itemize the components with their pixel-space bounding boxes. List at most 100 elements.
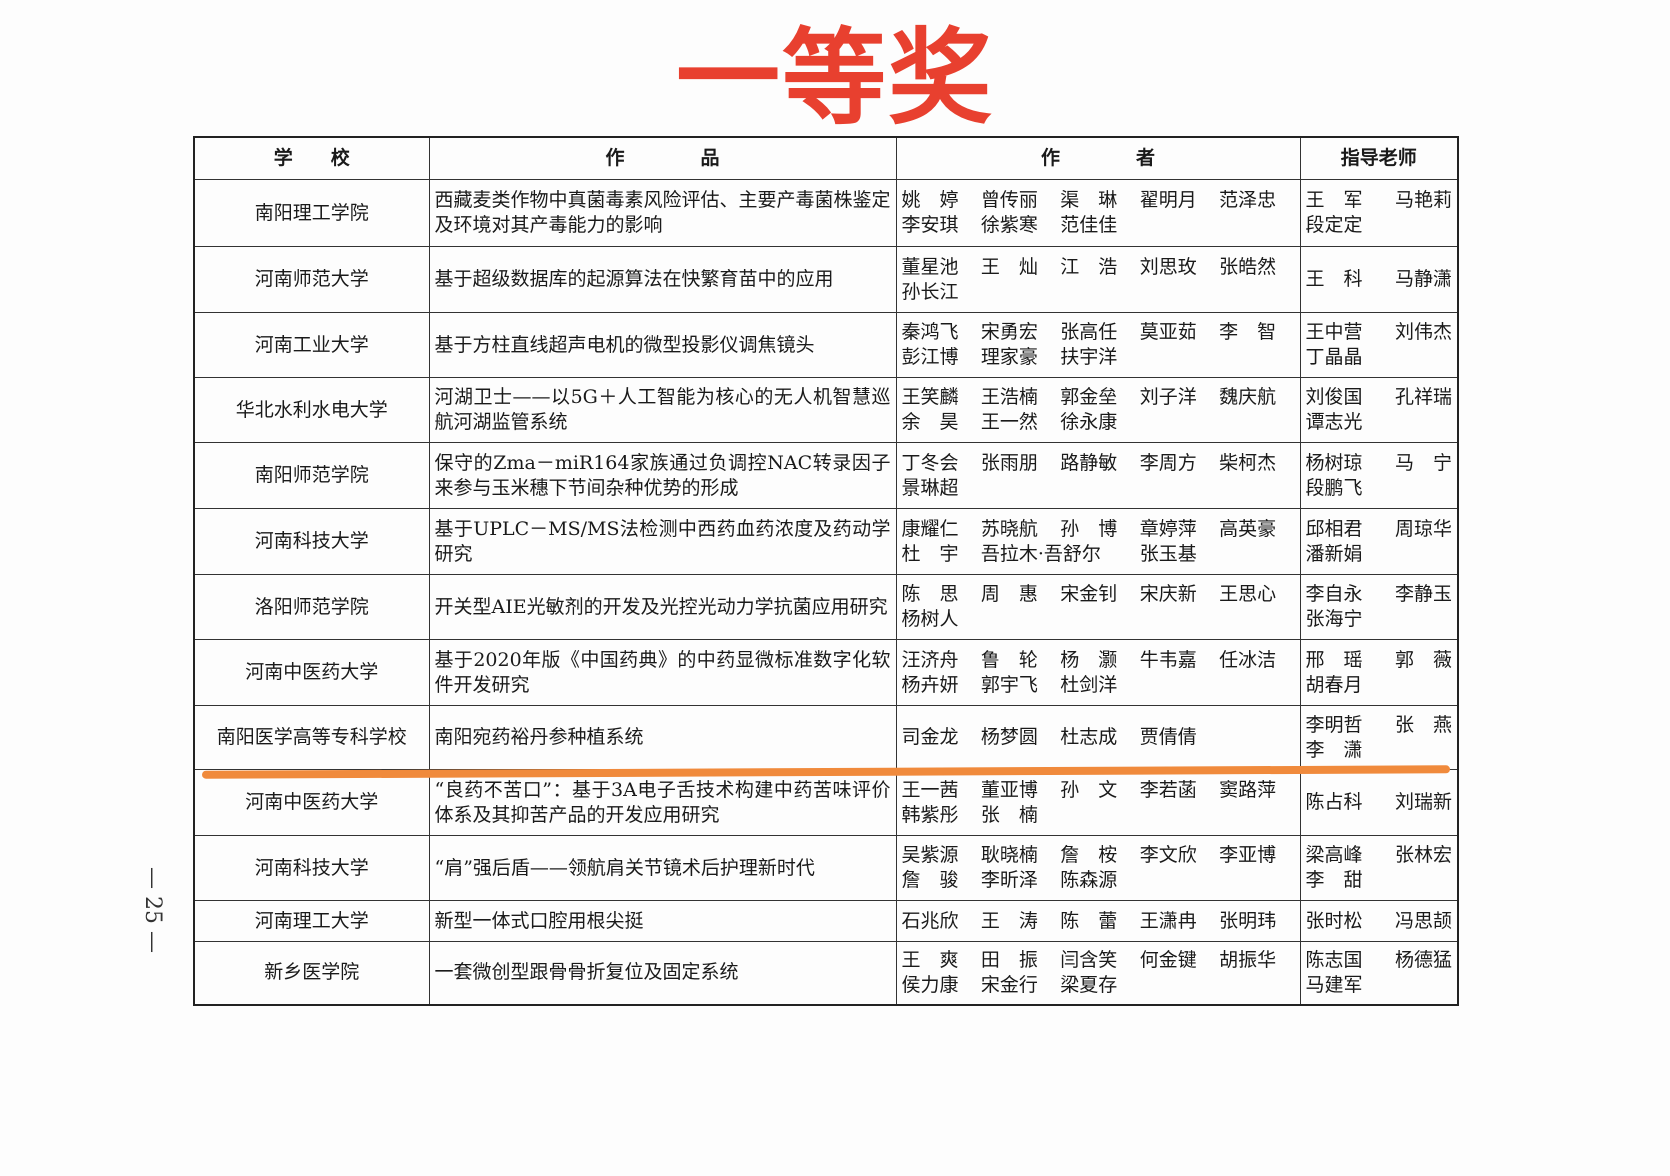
author-name: 耿晓楠 — [980, 844, 1038, 866]
work-cell: 开关型AIE光敏剂的开发及光控光动力学抗菌应用研究 — [428, 574, 897, 640]
teacher-name: 邢 瑶 — [1305, 648, 1363, 671]
school-cell: 洛阳师范学院 — [193, 574, 430, 640]
teacher-name: 张时松 — [1305, 909, 1363, 932]
work-cell: 基于2020年版《中国药典》的中药显微标准数字化软件开发研究 — [428, 639, 897, 706]
school-cell: 南阳师范学院 — [193, 442, 430, 509]
work-cell: 保守的Zma－miR164家族通过负调控NAC转录因子来参与玉米穗下节间杂种优势… — [428, 442, 897, 509]
author-name: 刘子洋 — [1139, 386, 1197, 408]
author-name: 周 惠 — [980, 583, 1038, 605]
author-name: 郭宇飞 — [980, 673, 1038, 696]
author-name: 梁夏存 — [1060, 973, 1118, 996]
author-name: 余 昊 — [901, 411, 959, 433]
teacher-name: 马静潇 — [1394, 268, 1452, 290]
teacher-name: 段定定 — [1305, 214, 1363, 236]
teacher-name: 马建军 — [1305, 973, 1363, 996]
table-row: 南阳理工学院 西藏麦类作物中真菌毒素风险评估、主要产毒菌株鉴定及环境对其产毒能力的… — [193, 179, 1459, 247]
author-name: 陈森源 — [1060, 869, 1118, 891]
author-name: 刘思玫 — [1139, 255, 1197, 278]
teacher-name: 段鹏飞 — [1305, 476, 1363, 499]
authors-cell: 丁冬会 张雨朋 路静敏 李周方 柴柯杰 景琳超 — [895, 442, 1301, 509]
teacher-name: 丁晶晶 — [1305, 346, 1363, 368]
work-cell: 基于方柱直线超声电机的微型投影仪调焦镜头 — [428, 312, 897, 378]
author-name: 鲁 轮 — [980, 648, 1038, 671]
school-cell: 南阳医学高等专科学校 — [193, 705, 430, 770]
teacher-name: 张 燕 — [1394, 713, 1452, 736]
author-name: 闫含笑 — [1060, 948, 1118, 971]
teacher-name: 张海宁 — [1305, 608, 1363, 630]
author-name: 董星池 — [901, 255, 959, 278]
author-name: 王一茜 — [901, 778, 959, 801]
table-row: 河南师范大学 基于超级数据库的起源算法在快繁育苗中的应用 董星池王 灿江 浩刘思玫张… — [193, 246, 1459, 313]
teachers-cell: 杨树琼 马 宁段鹏飞 — [1299, 442, 1459, 509]
teachers-cell: 梁高峰 张林宏李 甜 — [1299, 835, 1459, 901]
author-name: 宋庆新 — [1139, 583, 1197, 605]
author-name: 王 灿 — [980, 255, 1038, 278]
author-name: 曾传丽 — [980, 189, 1038, 211]
author-name: 贾倩倩 — [1139, 726, 1197, 748]
teacher-name: 王 军 — [1305, 189, 1363, 211]
author-name: 莫亚茹 — [1139, 321, 1197, 343]
school-cell: 华北水利水电大学 — [193, 377, 430, 443]
author-name: 宋勇宏 — [980, 321, 1038, 343]
author-name: 王潇冉 — [1139, 909, 1197, 932]
teachers-cell: 王 科 马静潇 — [1299, 246, 1459, 313]
work-cell: 新型一体式口腔用根尖挺 — [428, 900, 897, 942]
teacher-name: 潘新娟 — [1305, 542, 1363, 565]
authors-cell: 汪济舟鲁 轮杨 灏牛韦嘉 任冰洁 杨卉妍 郭宇飞 杜剑洋 — [895, 639, 1301, 706]
author-name: 康耀仁 — [901, 517, 959, 540]
school-cell: 河南工业大学 — [193, 312, 430, 378]
author-name: 张皓然 — [1219, 255, 1277, 278]
award-title: 一等奖 — [675, 17, 994, 139]
teacher-name: 李 甜 — [1305, 869, 1363, 891]
author-name: 何金键 — [1139, 948, 1197, 971]
school-cell: 新乡医学院 — [193, 941, 430, 1005]
school-cell: 河南中医药大学 — [193, 639, 430, 706]
author-name: 宋金行 — [980, 973, 1038, 996]
teacher-name: 马艳莉 — [1394, 189, 1452, 211]
author-name: 张玉基 — [1139, 542, 1197, 565]
author-name: 陈 蕾 — [1060, 909, 1118, 932]
author-name: 翟明月 — [1139, 189, 1197, 211]
teachers-cell: 陈志国 杨德猛 马建军 — [1299, 941, 1459, 1005]
header-authors: 作 者 — [895, 136, 1301, 180]
work-cell: 河湖卫士——以5G＋人工智能为核心的无人机智慧巡航河湖监管系统 — [428, 377, 897, 443]
table-row: 河南科技大学 基于UPLC－MS/MS法检测中西药血药浓度及药动学研究 康耀仁 苏晓航… — [193, 508, 1459, 575]
author-name: 理家豪 — [980, 346, 1038, 368]
school-cell: 南阳理工学院 — [193, 179, 430, 247]
author-name: 景琳超 — [901, 476, 959, 499]
teachers-cell: 刘俊国 孔祥瑞 谭志光 — [1299, 377, 1459, 443]
author-name: 渠 琳 — [1060, 189, 1118, 211]
authors-cell: 王笑麟 王浩楠 郭金垒 刘子洋 魏庆航余 昊王一然 徐永康 — [895, 377, 1301, 443]
teachers-cell: 王 军 马艳莉段定定 — [1299, 179, 1459, 247]
author-name: 杜剑洋 — [1060, 673, 1118, 696]
author-name: 姚 婷 — [901, 189, 959, 211]
teacher-name: 胡春月 — [1305, 673, 1363, 696]
author-name: 范佳佳 — [1060, 214, 1118, 236]
author-name: 郭金垒 — [1060, 386, 1118, 408]
author-name: 章婷萍 — [1139, 517, 1197, 540]
author-name: 汪济舟 — [901, 648, 959, 671]
author-name: 李文欣 — [1139, 844, 1197, 866]
author-name: 詹 桉 — [1060, 844, 1118, 866]
authors-cell: 姚 婷曾传丽渠 琳翟明月 范泽忠 李安琪 徐紫寒 范佳佳 — [895, 179, 1301, 247]
table-header-row: 学 校 作 品 作 者 指导老师 — [193, 136, 1459, 180]
table-row: 南阳医学高等专科学校 南阳宛药裕丹参种植系统 司金龙 杨梦圆 杜志成 贾倩倩 李明哲张 燕李… — [193, 705, 1459, 770]
author-name: 范泽忠 — [1219, 189, 1277, 211]
teacher-name: 谭志光 — [1305, 411, 1363, 433]
teacher-name: 刘瑞新 — [1394, 791, 1452, 813]
author-name: 杜 宇 — [901, 542, 959, 565]
teacher-name: 李静玉 — [1394, 583, 1452, 605]
author-name: 孙长江 — [901, 280, 959, 303]
author-name: 张 楠 — [980, 803, 1038, 826]
teacher-name: 杨德猛 — [1394, 948, 1452, 971]
teachers-cell: 邢 瑶 郭 薇胡春月 — [1299, 639, 1459, 706]
author-name: 窦路萍 — [1219, 778, 1277, 801]
teacher-name: 李自永 — [1305, 583, 1363, 605]
authors-cell: 石兆欣王 涛陈 蕾王潇冉 张明玮 — [895, 900, 1301, 942]
teacher-name: 马 宁 — [1394, 451, 1452, 474]
author-name: 高英豪 — [1219, 517, 1277, 540]
author-name: 徐永康 — [1060, 411, 1118, 433]
authors-cell: 康耀仁 苏晓航孙 博章婷萍 高英豪杜 宇吾拉木·吾舒尔 张玉基 — [895, 508, 1301, 575]
school-cell: 河南中医药大学 — [193, 769, 430, 836]
work-cell: “良药不苦口”：基于3A电子舌技术构建中药苦味评价体系及其抑苦产品的开发应用研究 — [428, 769, 897, 836]
